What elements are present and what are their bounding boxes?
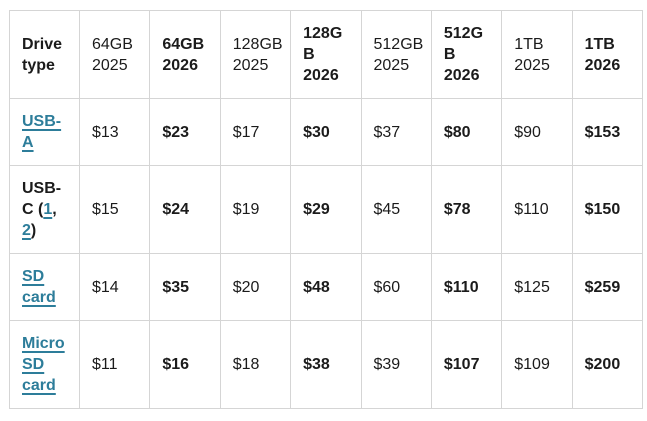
price-cell: $125 xyxy=(501,253,573,321)
price-cell: $29 xyxy=(290,165,362,254)
row-label: USB-C (1, 2) xyxy=(9,165,80,254)
usb-a-link[interactable]: USB-A xyxy=(22,113,62,151)
price-cell: $19 xyxy=(219,165,292,254)
table-row: USB-C (1, 2) $15 $24 $19 $29 $45 $78 $110 $150 xyxy=(9,165,644,254)
table-row: SD card $14 $35 $20 $48 $60 $110 $125 $259 xyxy=(9,253,644,321)
column-header: 1TB 2025 xyxy=(501,10,573,99)
column-header: 512G B 2026 xyxy=(430,10,503,99)
row-label: SD card xyxy=(9,253,80,321)
price-cell: $13 xyxy=(78,98,151,166)
price-cell: $150 xyxy=(571,165,644,254)
price-cell: $153 xyxy=(571,98,644,166)
row-label: USB-A xyxy=(9,98,80,166)
table-row: Micro SD card $11 $16 $18 $38 $39 $107 $109 $200 xyxy=(9,320,644,409)
drive-pricing-table: Drive type 64GB 2025 64GB 2026 128GB 2025 128G B 2… xyxy=(9,10,644,409)
price-cell: $109 xyxy=(501,320,573,409)
price-cell: $20 xyxy=(219,253,292,321)
price-cell: $60 xyxy=(360,253,432,321)
row-label: Micro SD card xyxy=(9,320,80,409)
price-cell: $14 xyxy=(78,253,151,321)
price-cell: $39 xyxy=(360,320,432,409)
price-cell: $110 xyxy=(501,165,573,254)
price-cell: $110 xyxy=(430,253,503,321)
price-cell: $30 xyxy=(290,98,362,166)
table-row: USB-A $13 $23 $17 $30 $37 $80 $90 $153 xyxy=(9,98,644,166)
column-header: 64GB 2025 xyxy=(78,10,151,99)
price-cell: $80 xyxy=(430,98,503,166)
price-cell: $107 xyxy=(430,320,503,409)
column-header: Drive type xyxy=(9,10,80,99)
price-cell: $23 xyxy=(149,98,221,166)
column-header: 128GB 2025 xyxy=(219,10,292,99)
row-label-text: , xyxy=(52,201,57,218)
price-cell: $78 xyxy=(430,165,503,254)
price-cell: $16 xyxy=(149,320,221,409)
micro-sd-card-link[interactable]: Micro SD card xyxy=(22,335,65,394)
price-cell: $17 xyxy=(219,98,292,166)
header-row: Drive type 64GB 2025 64GB 2026 128GB 2025 128G B 2… xyxy=(9,10,644,99)
price-cell: $37 xyxy=(360,98,432,166)
price-cell: $48 xyxy=(290,253,362,321)
price-cell: $18 xyxy=(219,320,292,409)
price-cell: $38 xyxy=(290,320,362,409)
sd-card-link[interactable]: SD card xyxy=(22,268,56,306)
column-header: 128G B 2026 xyxy=(290,10,362,99)
column-header: 1TB 2026 xyxy=(571,10,644,99)
column-header: 64GB 2026 xyxy=(149,10,221,99)
price-cell: $45 xyxy=(360,165,432,254)
price-cell: $11 xyxy=(78,320,151,409)
price-cell: $24 xyxy=(149,165,221,254)
footnote-2-link[interactable]: 2 xyxy=(22,222,31,239)
footnote-1-link[interactable]: 1 xyxy=(43,201,53,218)
row-label-text: USB-C ( xyxy=(22,180,62,218)
price-cell: $200 xyxy=(571,320,644,409)
row-label-text: ) xyxy=(30,222,37,239)
price-cell: $15 xyxy=(78,165,151,254)
price-cell: $259 xyxy=(571,253,644,321)
column-header: 512GB 2025 xyxy=(360,10,432,99)
price-cell: $90 xyxy=(501,98,573,166)
price-cell: $35 xyxy=(149,253,221,321)
